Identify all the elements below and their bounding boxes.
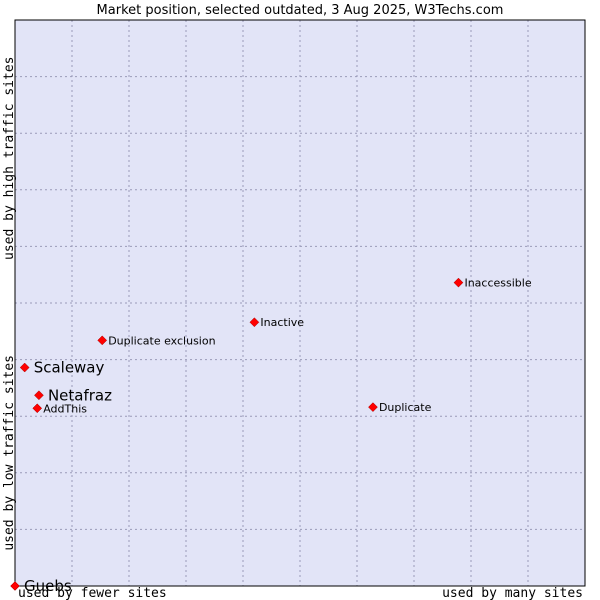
data-point-label: AddThis <box>43 402 87 415</box>
x-axis-high-label: used by many sites <box>442 586 583 600</box>
data-point-label: Netafraz <box>48 386 112 404</box>
data-point-label: Guebs <box>24 577 72 595</box>
data-point-marker <box>97 335 108 346</box>
plot-frame <box>14 19 586 587</box>
data-point-label: Inaccessible <box>464 277 531 290</box>
data-point-label: Scaleway <box>34 359 105 377</box>
x-axis-low-label: used by fewer sites <box>18 586 167 600</box>
data-point-label: Duplicate <box>379 401 432 414</box>
grid <box>15 20 585 586</box>
chart-title: Market position, selected outdated, 3 Au… <box>97 3 504 18</box>
data-point-marker <box>34 390 44 401</box>
data-points: Inaccessible Inactive Duplicate exclusionS… <box>10 277 532 595</box>
data-point-marker <box>368 402 378 412</box>
data-point-marker <box>10 581 20 591</box>
data-point-marker <box>453 277 464 288</box>
y-axis-high-label: used by high traffic sites <box>2 57 17 261</box>
y-axis-low-label: used by low traffic sites <box>2 355 17 551</box>
data-point-marker <box>19 362 30 373</box>
data-point-label: Duplicate exclusion <box>108 334 215 347</box>
data-point-label: Inactive <box>260 316 304 329</box>
data-point-marker <box>249 317 260 328</box>
data-point-marker <box>32 403 43 414</box>
